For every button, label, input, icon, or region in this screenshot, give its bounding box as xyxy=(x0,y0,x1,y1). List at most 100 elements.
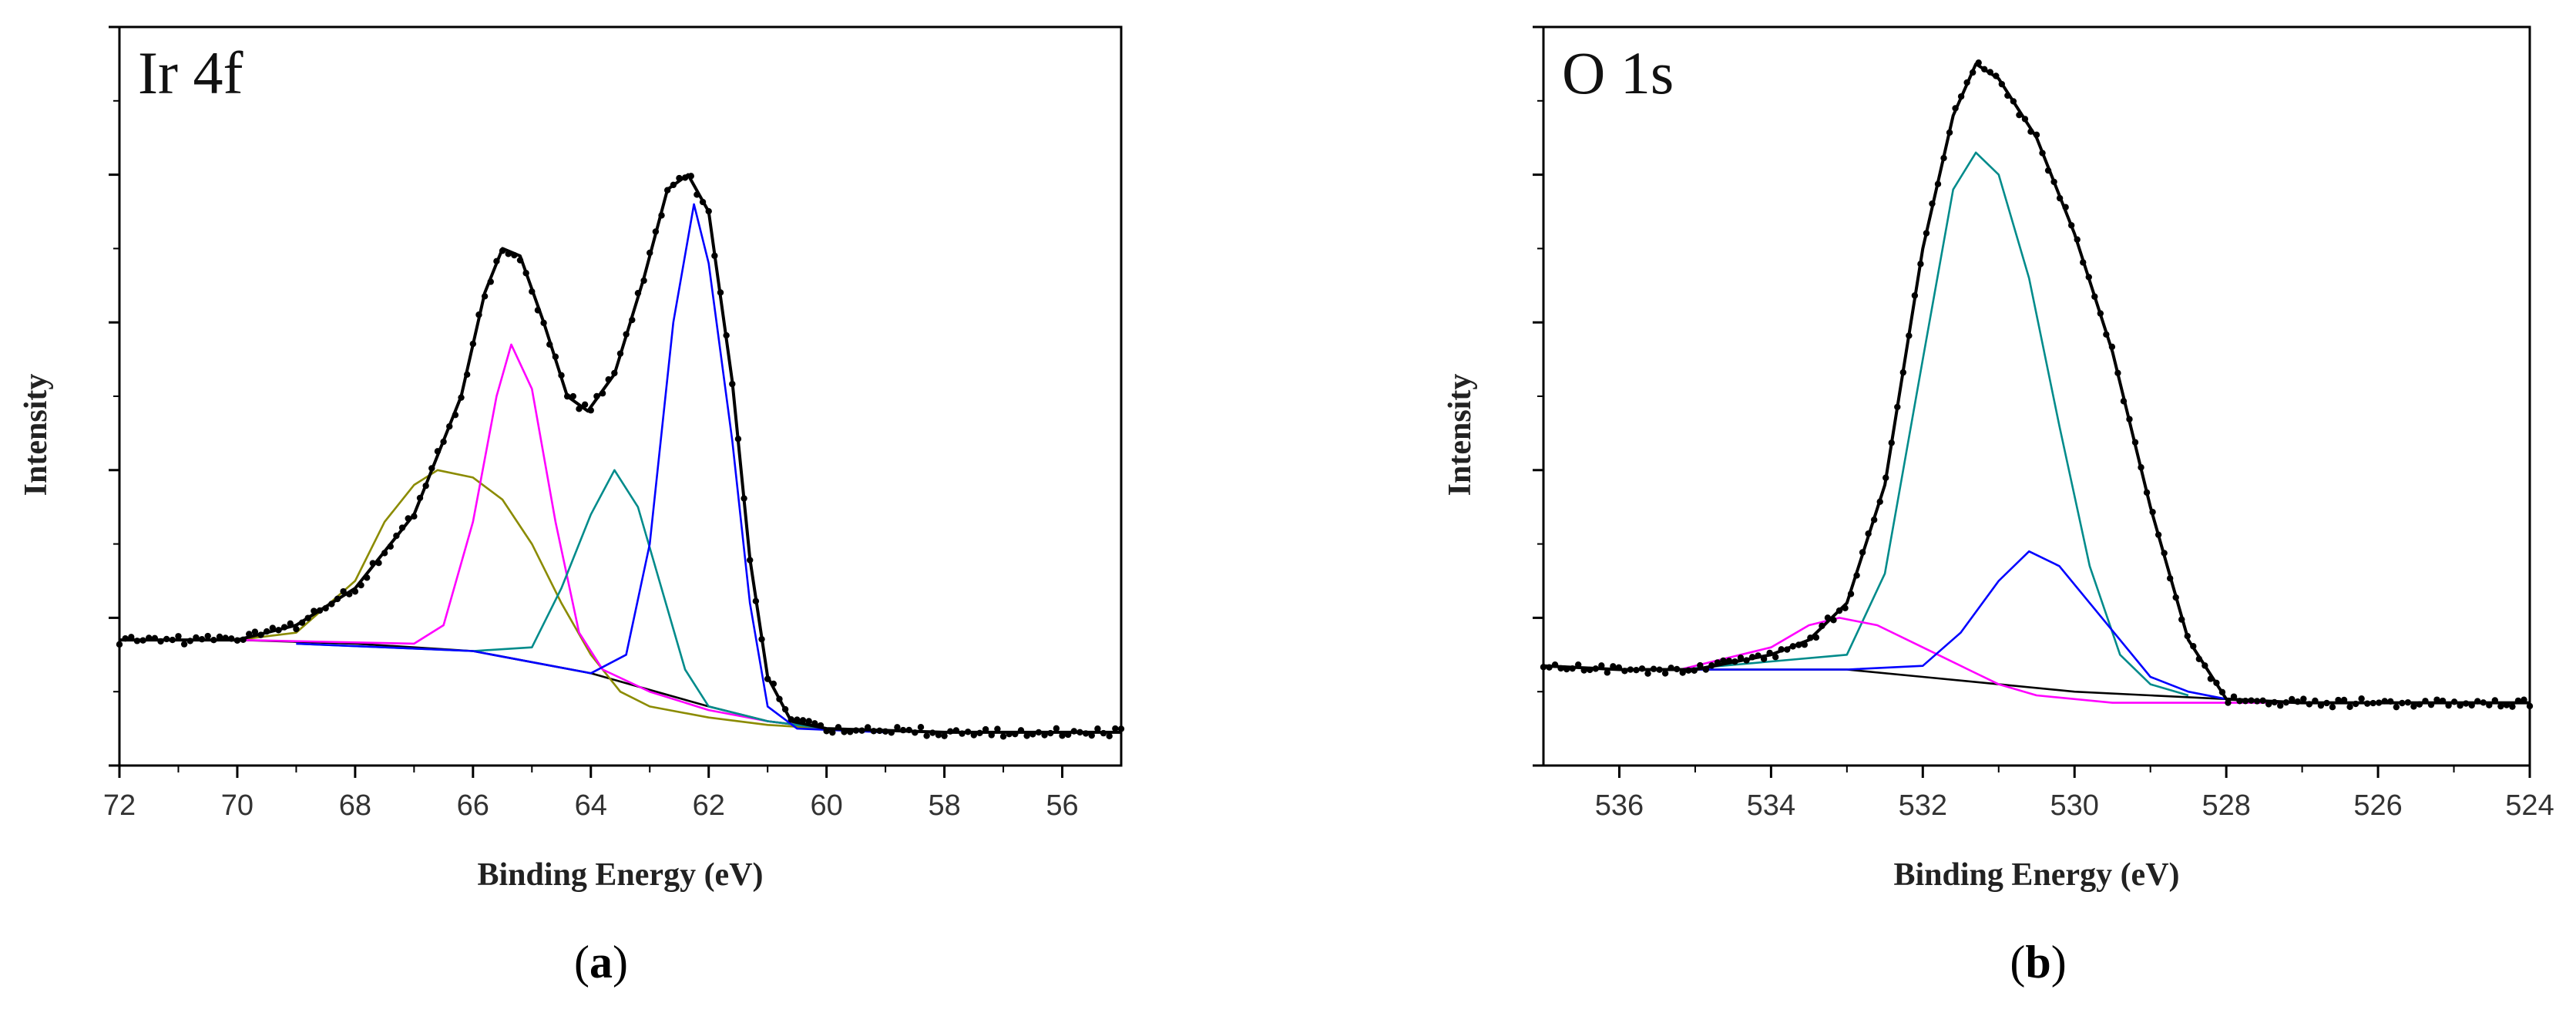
data-point xyxy=(1748,654,1756,661)
data-point xyxy=(799,717,807,724)
data-point xyxy=(941,732,948,739)
data-point xyxy=(1969,69,1977,76)
data-point xyxy=(434,448,442,455)
data-point xyxy=(1082,730,1090,737)
data-point xyxy=(2039,150,2046,156)
data-point xyxy=(469,340,477,348)
fit-envelope-line xyxy=(119,173,1121,734)
data-point xyxy=(139,637,146,644)
data-point xyxy=(2317,702,2325,709)
x-axis-ticks: 72 70 68 66 64 62 60 58 56 xyxy=(103,766,1079,822)
data-point xyxy=(2195,655,2203,662)
data-point xyxy=(676,174,683,182)
data-point xyxy=(1981,66,1988,73)
data-point xyxy=(157,638,164,645)
data-point xyxy=(499,247,506,254)
data-point xyxy=(935,732,942,739)
data-point xyxy=(1899,369,1907,376)
data-point xyxy=(1088,732,1095,739)
component-peak-line xyxy=(119,469,886,734)
data-point xyxy=(1569,665,1576,672)
data-point xyxy=(959,730,966,737)
data-point xyxy=(293,625,300,633)
data-point xyxy=(1911,292,1919,299)
data-point xyxy=(1812,634,1820,641)
data-point xyxy=(228,635,235,642)
data-point xyxy=(1876,498,1883,505)
data-point xyxy=(2306,701,2313,708)
data-point xyxy=(2207,675,2215,682)
x-tick-label: 532 xyxy=(1899,789,1947,822)
data-point xyxy=(1540,664,1547,671)
data-point xyxy=(1633,666,1640,674)
data-point xyxy=(1940,154,1947,162)
data-point xyxy=(699,198,707,206)
data-point xyxy=(976,729,983,737)
data-point xyxy=(1998,80,2006,88)
component-peak-line xyxy=(296,203,886,734)
data-point xyxy=(835,724,842,731)
data-point xyxy=(1835,607,1843,614)
data-point xyxy=(2480,699,2487,706)
data-point xyxy=(2462,700,2470,707)
data-point xyxy=(988,732,995,739)
data-point xyxy=(2282,698,2289,706)
data-point xyxy=(1697,661,1704,669)
data-point xyxy=(2277,702,2284,709)
data-point xyxy=(1064,731,1072,739)
data-point xyxy=(2103,331,2110,338)
data-point xyxy=(1743,657,1750,664)
data-point xyxy=(558,372,565,379)
data-point xyxy=(2526,702,2534,710)
data-point xyxy=(2363,700,2371,707)
data-point xyxy=(2202,662,2208,669)
data-point xyxy=(304,614,311,621)
x-tick-label: 526 xyxy=(2353,789,2402,822)
data-point xyxy=(1100,729,1107,737)
data-point xyxy=(1076,729,1083,736)
data-point xyxy=(1070,728,1078,735)
data-point xyxy=(210,636,217,644)
data-point xyxy=(2445,702,2452,709)
data-point xyxy=(487,278,494,285)
data-point xyxy=(1673,665,1681,673)
data-point xyxy=(1772,654,1779,661)
data-point xyxy=(2155,531,2162,538)
data-point xyxy=(2399,699,2406,707)
data-point xyxy=(647,249,653,257)
data-point xyxy=(2161,550,2168,557)
data-point xyxy=(1906,332,1913,339)
data-point xyxy=(970,732,978,739)
data-point xyxy=(1987,69,1993,76)
data-point xyxy=(2410,703,2417,710)
data-point xyxy=(1574,661,1582,668)
x-tick-label: 56 xyxy=(1046,789,1078,822)
x-tick-label: 70 xyxy=(221,789,254,822)
component-peak-line xyxy=(1694,550,2227,701)
data-point xyxy=(1859,549,1866,556)
data-point xyxy=(2184,632,2191,640)
data-point xyxy=(1557,665,1564,672)
data-point xyxy=(440,438,447,446)
data-point xyxy=(581,401,589,409)
data-point xyxy=(2265,701,2272,708)
data-point xyxy=(198,635,206,643)
data-point xyxy=(1621,668,1628,675)
data-point xyxy=(169,636,176,644)
data-point xyxy=(2468,702,2475,709)
data-point xyxy=(2230,693,2238,700)
data-point xyxy=(1685,667,1692,674)
data-point xyxy=(876,727,883,735)
data-point xyxy=(817,722,825,729)
data-point xyxy=(1638,665,1646,672)
data-point xyxy=(1679,669,1686,676)
data-point xyxy=(280,624,288,631)
data-point xyxy=(788,716,794,723)
x-tick-label: 58 xyxy=(928,789,960,822)
data-point xyxy=(322,604,329,612)
data-point xyxy=(841,729,848,735)
data-point xyxy=(923,732,930,739)
data-point xyxy=(964,729,972,735)
data-point xyxy=(1760,655,1768,662)
